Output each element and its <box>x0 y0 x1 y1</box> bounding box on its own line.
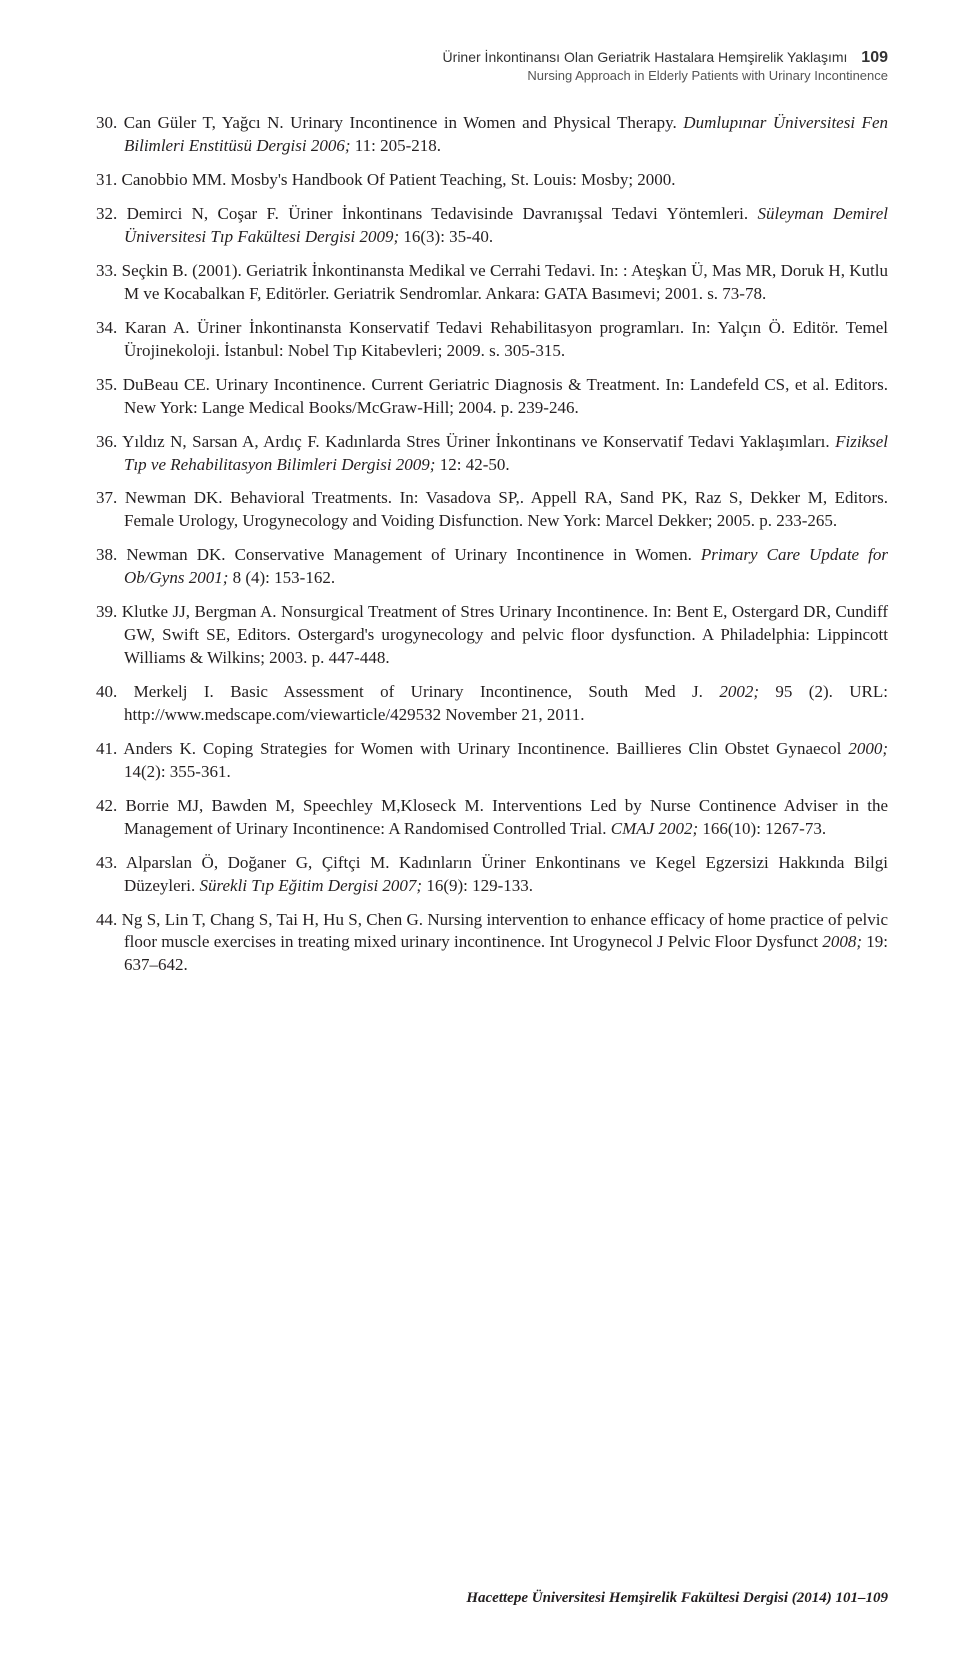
header-title-en: Nursing Approach in Elderly Patients wit… <box>96 68 888 84</box>
reference-item: 37. Newman DK. Behavioral Treatments. In… <box>96 487 888 533</box>
page-body: Üriner İnkontinansı Olan Geriatrik Hasta… <box>0 0 960 1036</box>
reference-list: 30. Can Güler T, Yağcı N. Urinary Incont… <box>96 112 888 977</box>
reference-item: 43. Alparslan Ö, Doğaner G, Çiftçi M. Ka… <box>96 852 888 898</box>
ref-text: Ng S, Lin T, Chang S, Tai H, Hu S, Chen … <box>122 910 888 952</box>
ref-tail: 166(10): 1267-73. <box>698 819 826 838</box>
reference-item: 35. DuBeau CE. Urinary Incontinence. Cur… <box>96 374 888 420</box>
reference-item: 33. Seçkin B. (2001). Geriatrik İnkontin… <box>96 260 888 306</box>
reference-item: 30. Can Güler T, Yağcı N. Urinary Incont… <box>96 112 888 158</box>
ref-text: Can Güler T, Yağcı N. Urinary Incontinen… <box>124 113 684 132</box>
ref-tail: 12: 42-50. <box>435 455 509 474</box>
reference-item: 34. Karan A. Üriner İnkontinansta Konser… <box>96 317 888 363</box>
ref-text: Anders K. Coping Strategies for Women wi… <box>123 739 848 758</box>
ref-text: Demirci N, Coşar F. Üriner İnkontinans T… <box>127 204 758 223</box>
ref-number: 44. <box>96 910 117 929</box>
ref-text: DuBeau CE. Urinary Incontinence. Current… <box>123 375 888 417</box>
footer-journal: Hacettepe Üniversitesi Hemşirelik Fakült… <box>466 1590 888 1606</box>
ref-number: 41. <box>96 739 117 758</box>
page-number: 109 <box>861 49 888 66</box>
ref-number: 31. <box>96 170 117 189</box>
ref-text: Yıldız N, Sarsan A, Ardıç F. Kadınlarda … <box>122 432 835 451</box>
ref-tail: 16(9): 129-133. <box>422 876 533 895</box>
ref-italic: 2008; <box>822 932 862 951</box>
ref-number: 37. <box>96 488 117 507</box>
ref-italic: Sürekli Tıp Eğitim Dergisi 2007; <box>200 876 423 895</box>
ref-text: Merkelj I. Basic Assessment of Urinary I… <box>134 682 720 701</box>
ref-number: 33. <box>96 261 117 280</box>
ref-number: 32. <box>96 204 117 223</box>
ref-tail: 8 (4): 153-162. <box>228 568 335 587</box>
ref-number: 38. <box>96 545 117 564</box>
ref-text: Canobbio MM. Mosby's Handbook Of Patient… <box>122 170 676 189</box>
ref-number: 30. <box>96 113 117 132</box>
reference-item: 44. Ng S, Lin T, Chang S, Tai H, Hu S, C… <box>96 909 888 978</box>
ref-italic: 2002; <box>658 819 698 838</box>
ref-number: 34. <box>96 318 117 337</box>
ref-text: Klutke JJ, Bergman A. Nonsurgical Treatm… <box>122 602 888 667</box>
reference-item: 38. Newman DK. Conservative Management o… <box>96 544 888 590</box>
reference-item: 39. Klutke JJ, Bergman A. Nonsurgical Tr… <box>96 601 888 670</box>
ref-italic: CMAJ <box>611 819 659 838</box>
ref-text: Newman DK. Behavioral Treatments. In: Va… <box>124 488 888 530</box>
reference-item: 31. Canobbio MM. Mosby's Handbook Of Pat… <box>96 169 888 192</box>
ref-text: Karan A. Üriner İnkontinansta Konservati… <box>124 318 888 360</box>
ref-tail: 14(2): 355-361. <box>124 762 231 781</box>
ref-text: Seçkin B. (2001). Geriatrik İnkontinanst… <box>122 261 888 303</box>
reference-item: 40. Merkelj I. Basic Assessment of Urina… <box>96 681 888 727</box>
ref-number: 43. <box>96 853 117 872</box>
header-title-tr: Üriner İnkontinansı Olan Geriatrik Hasta… <box>443 49 848 65</box>
ref-number: 36. <box>96 432 117 451</box>
ref-number: 42. <box>96 796 117 815</box>
ref-text: Newman DK. Conservative Management of Ur… <box>126 545 701 564</box>
ref-tail: 16(3): 35-40. <box>399 227 493 246</box>
reference-item: 42. Borrie MJ, Bawden M, Speechley M,Klo… <box>96 795 888 841</box>
page-footer: Hacettepe Üniversitesi Hemşirelik Fakült… <box>466 1590 888 1607</box>
ref-italic: 2002; <box>719 682 759 701</box>
ref-number: 39. <box>96 602 117 621</box>
ref-number: 35. <box>96 375 117 394</box>
reference-item: 41. Anders K. Coping Strategies for Wome… <box>96 738 888 784</box>
ref-italic: 2000; <box>848 739 888 758</box>
ref-number: 40. <box>96 682 117 701</box>
running-header: Üriner İnkontinansı Olan Geriatrik Hasta… <box>96 48 888 84</box>
reference-item: 36. Yıldız N, Sarsan A, Ardıç F. Kadınla… <box>96 431 888 477</box>
reference-item: 32. Demirci N, Coşar F. Üriner İnkontina… <box>96 203 888 249</box>
ref-tail: 11: 205-218. <box>351 136 442 155</box>
header-line-tr: Üriner İnkontinansı Olan Geriatrik Hasta… <box>96 48 888 68</box>
